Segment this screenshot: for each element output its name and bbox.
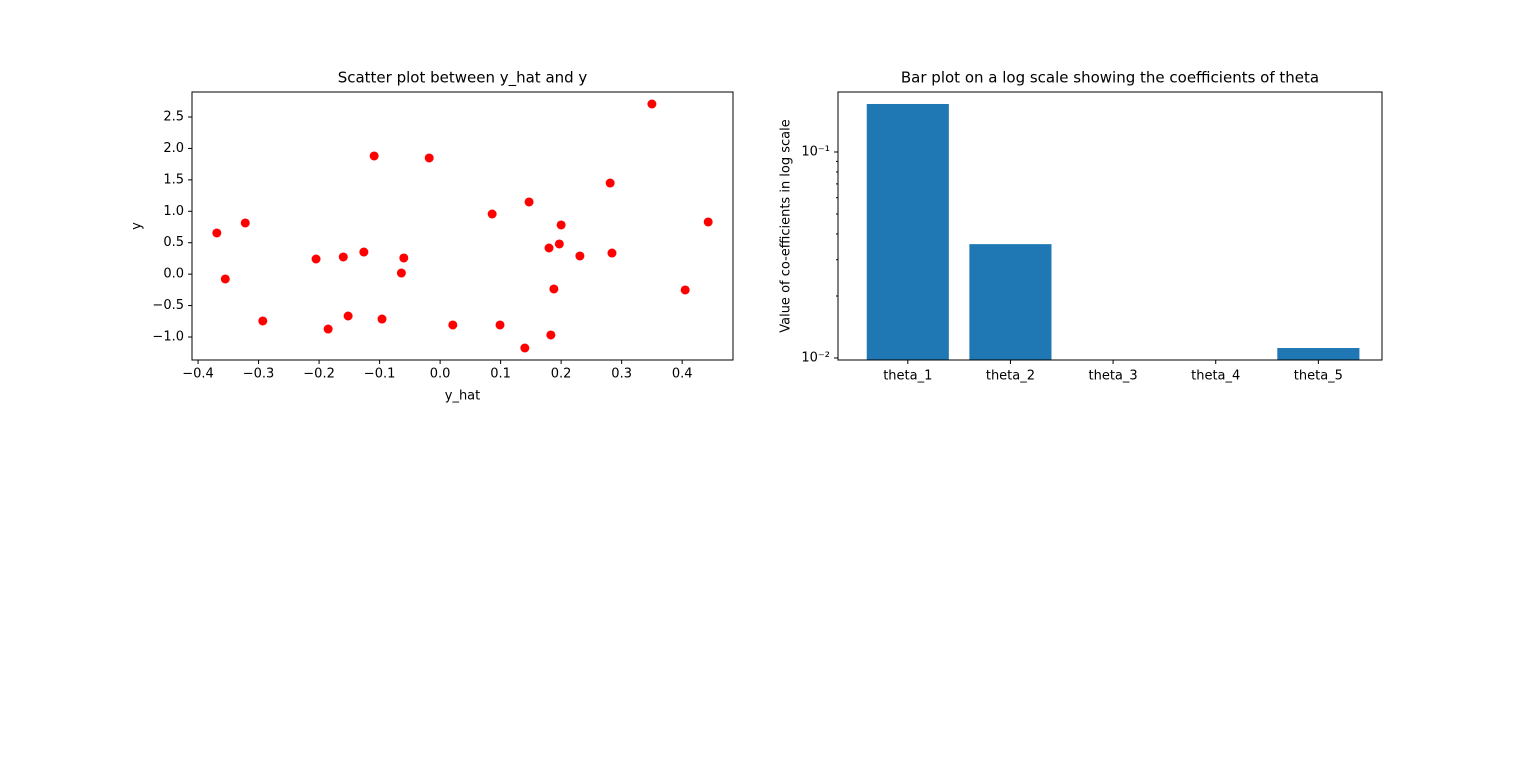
x-tick-label: theta_3 bbox=[1088, 369, 1137, 384]
y-tick-label: 0.5 bbox=[163, 235, 184, 250]
scatter-point bbox=[607, 248, 617, 258]
y-tick-label: 2.5 bbox=[163, 110, 184, 125]
scatter-point bbox=[258, 316, 268, 326]
scatter-point bbox=[520, 343, 530, 353]
bar bbox=[866, 103, 949, 361]
y-tick-label: −0.5 bbox=[152, 298, 184, 313]
scatter-point bbox=[554, 239, 564, 249]
y-tick-label: −1.0 bbox=[152, 329, 184, 344]
axes-frame bbox=[837, 91, 1383, 361]
scatter-point bbox=[680, 285, 690, 295]
scatter-point bbox=[448, 320, 458, 330]
scatter-point bbox=[524, 197, 534, 207]
chart-title: Bar plot on a log scale showing the coef… bbox=[901, 69, 1319, 87]
x-tick-label: 0.3 bbox=[611, 367, 632, 382]
y-tick-label: 0.0 bbox=[163, 267, 184, 282]
x-tick-label: 0.1 bbox=[490, 367, 511, 382]
scatter-point bbox=[703, 217, 713, 227]
scatter-point bbox=[212, 228, 222, 238]
scatter-point bbox=[424, 153, 434, 163]
x-tick-label: theta_5 bbox=[1294, 369, 1343, 384]
y-tick-label: 1.0 bbox=[163, 204, 184, 219]
scatter-point bbox=[549, 284, 559, 294]
x-tick-label: theta_2 bbox=[986, 369, 1035, 384]
scatter-point bbox=[311, 254, 321, 264]
y-tick-label: 1.5 bbox=[163, 172, 184, 187]
x-axis-label: y_hat bbox=[445, 389, 481, 404]
scatter-point bbox=[377, 314, 387, 324]
y-tick-label: 10⁻² bbox=[801, 351, 830, 366]
x-tick-label: −0.1 bbox=[364, 367, 396, 382]
chart-title: Scatter plot between y_hat and y bbox=[338, 69, 588, 88]
y-tick-label: 10⁻¹ bbox=[801, 144, 830, 159]
x-tick-label: theta_1 bbox=[883, 369, 932, 384]
scatter-point bbox=[575, 251, 585, 261]
x-tick-label: −0.4 bbox=[182, 367, 214, 382]
x-tick-label: 0.4 bbox=[672, 367, 693, 382]
scatter-point bbox=[323, 324, 333, 334]
scatter-point bbox=[220, 274, 230, 284]
scatter-point bbox=[495, 320, 505, 330]
y-tick-label: 2.0 bbox=[163, 141, 184, 156]
y-axis-label: y bbox=[130, 222, 145, 230]
scatter-point bbox=[396, 268, 406, 278]
scatter-point bbox=[369, 151, 379, 161]
scatter-point bbox=[343, 311, 353, 321]
x-tick-label: theta_4 bbox=[1191, 369, 1240, 384]
scatter-point bbox=[399, 253, 409, 263]
scatter-point bbox=[359, 247, 369, 257]
bar bbox=[969, 244, 1052, 360]
scatter-point bbox=[556, 220, 566, 230]
scatter-point bbox=[487, 209, 497, 219]
y-axis-label: Value of co-efficients in log scale bbox=[779, 119, 794, 333]
axes-frame bbox=[191, 91, 734, 361]
scatter-point bbox=[338, 252, 348, 262]
scatter-point bbox=[240, 218, 250, 228]
scatter-point bbox=[546, 330, 556, 340]
x-tick-label: 0.2 bbox=[551, 367, 572, 382]
bar bbox=[1277, 348, 1360, 360]
scatter-point bbox=[544, 243, 554, 253]
scatter-point bbox=[605, 178, 615, 188]
x-tick-label: 0.0 bbox=[430, 367, 451, 382]
x-tick-label: −0.2 bbox=[303, 367, 335, 382]
x-tick-label: −0.3 bbox=[243, 367, 275, 382]
scatter-point bbox=[647, 99, 657, 109]
